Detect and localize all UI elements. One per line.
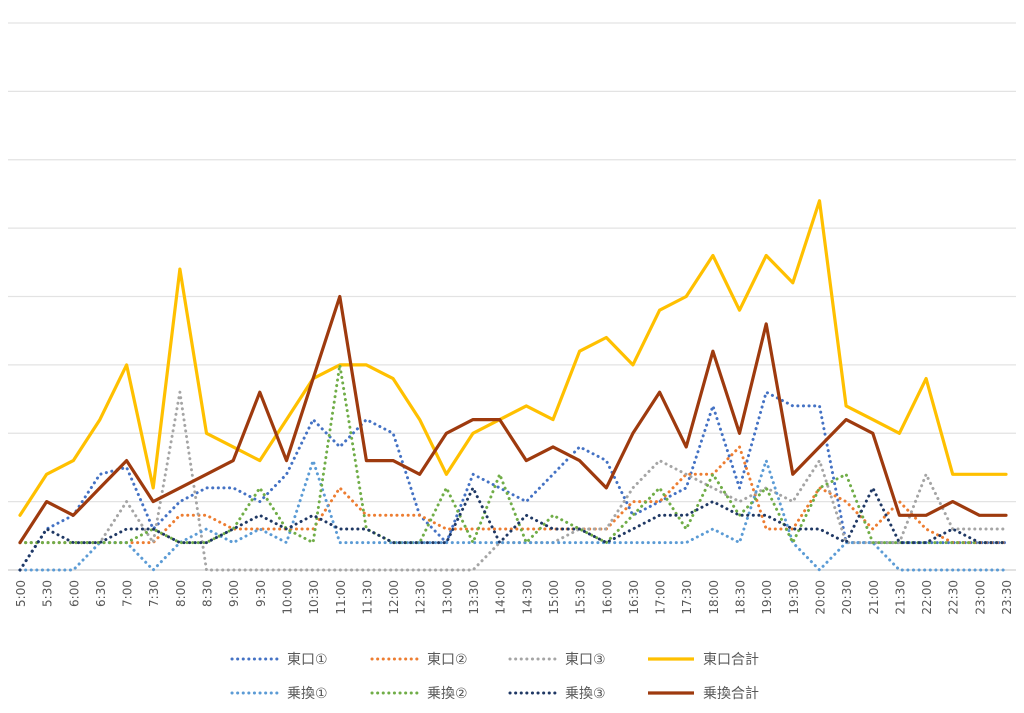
x-tick-label: 9:00 [227,580,241,607]
x-tick-label: 12:30 [414,580,428,615]
x-tick-label: 10:00 [280,580,294,615]
x-tick-label: 20:00 [813,580,827,615]
x-tick-label: 6:00 [67,580,81,607]
series-line-0 [18,390,1008,572]
x-tick-label: 12:00 [387,580,401,615]
x-tick-label: 21:00 [867,580,881,615]
x-tick-label: 17:00 [654,580,668,615]
x-tick-label: 19:00 [760,580,774,615]
x-tick-label: 19:30 [787,580,801,615]
legend-label-5: 乗換② [427,686,468,702]
legend-label-7: 乗換合計 [703,686,759,702]
legend-label-3: 東口合計 [703,652,759,668]
x-tick-label: 22:00 [920,580,934,615]
x-tick-label: 14:30 [520,580,534,615]
x-tick-label: 23:30 [1000,580,1014,615]
x-tick-label: 11:00 [334,580,348,615]
legend-label-4: 乗換① [287,686,328,702]
series-line-4 [18,459,1008,572]
x-tick-label: 7:30 [147,580,161,607]
x-tick-label: 8:00 [174,580,188,607]
x-tick-label: 22:30 [947,580,961,615]
series-line-6 [18,486,1008,572]
series-lines [18,199,1008,572]
x-tick-label: 7:00 [121,580,135,607]
x-tick-label: 16:30 [627,580,641,615]
x-tick-label: 13:00 [440,580,454,615]
x-tick-label: 18:30 [734,580,748,615]
x-tick-label: 9:30 [254,580,268,607]
x-tick-label: 20:30 [840,580,854,615]
legend-label-6: 乗換③ [565,686,606,702]
x-tick-label: 18:00 [707,580,721,615]
x-tick-label: 17:30 [680,580,694,615]
x-tick-label: 6:30 [94,580,108,607]
series-line-7 [18,294,1008,545]
legend-label-0: 東口① [287,652,328,668]
x-tick-label: 10:30 [307,580,321,615]
x-tick-label: 16:00 [600,580,614,615]
series-line-3 [18,199,1008,517]
x-tick-label: 13:30 [467,580,481,615]
x-tick-label: 5:30 [41,580,55,607]
x-tick-label: 11:30 [360,580,374,615]
series-line-5 [18,363,1008,545]
legend-label-2: 東口③ [565,652,606,668]
x-tick-label: 15:30 [574,580,588,615]
legend-label-1: 東口② [427,652,468,668]
x-tick-label: 5:00 [14,580,28,607]
x-axis-ticks: 5:00 5:30 6:00 6:30 7:00 7:30 8:00 8:30 9:00 9:30… [14,580,1014,615]
x-tick-label: 23:00 [973,580,987,615]
gridlines [8,22,1016,571]
x-tick-label: 15:00 [547,580,561,615]
x-tick-label: 21:30 [893,580,907,615]
x-tick-label: 8:30 [201,580,215,607]
x-tick-label: 14:00 [494,580,508,615]
